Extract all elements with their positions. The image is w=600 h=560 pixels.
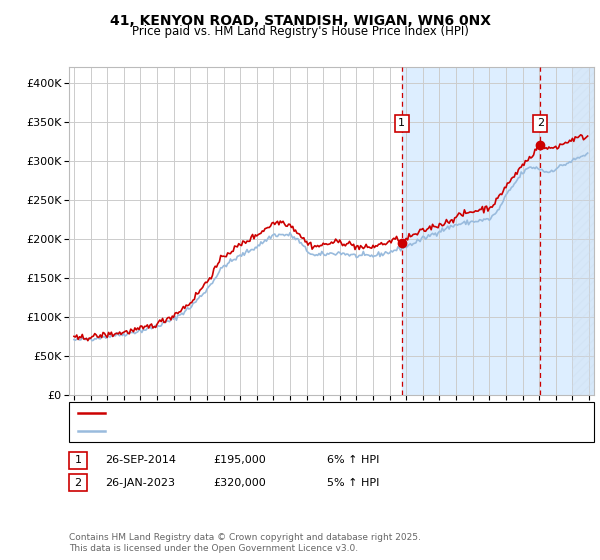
- Text: Contains HM Land Registry data © Crown copyright and database right 2025.
This d: Contains HM Land Registry data © Crown c…: [69, 533, 421, 553]
- Text: 41, KENYON ROAD, STANDISH, WIGAN, WN6 0NX: 41, KENYON ROAD, STANDISH, WIGAN, WN6 0N…: [110, 14, 491, 28]
- Text: 6% ↑ HPI: 6% ↑ HPI: [327, 455, 379, 465]
- Text: 5% ↑ HPI: 5% ↑ HPI: [327, 478, 379, 488]
- Text: 1: 1: [398, 118, 405, 128]
- Text: 26-SEP-2014: 26-SEP-2014: [105, 455, 176, 465]
- Bar: [402, 67, 600, 395]
- Text: £320,000: £320,000: [213, 478, 266, 488]
- Text: 2: 2: [74, 478, 82, 488]
- Text: 26-JAN-2023: 26-JAN-2023: [105, 478, 175, 488]
- Text: HPI: Average price, detached house, Wigan: HPI: Average price, detached house, Wiga…: [112, 426, 338, 436]
- Text: £195,000: £195,000: [213, 455, 266, 465]
- Text: Price paid vs. HM Land Registry's House Price Index (HPI): Price paid vs. HM Land Registry's House …: [131, 25, 469, 38]
- Text: 1: 1: [74, 455, 82, 465]
- Bar: [572, 67, 600, 395]
- Text: 2: 2: [537, 118, 544, 128]
- Text: 41, KENYON ROAD, STANDISH, WIGAN, WN6 0NX (detached house): 41, KENYON ROAD, STANDISH, WIGAN, WN6 0N…: [112, 408, 461, 418]
